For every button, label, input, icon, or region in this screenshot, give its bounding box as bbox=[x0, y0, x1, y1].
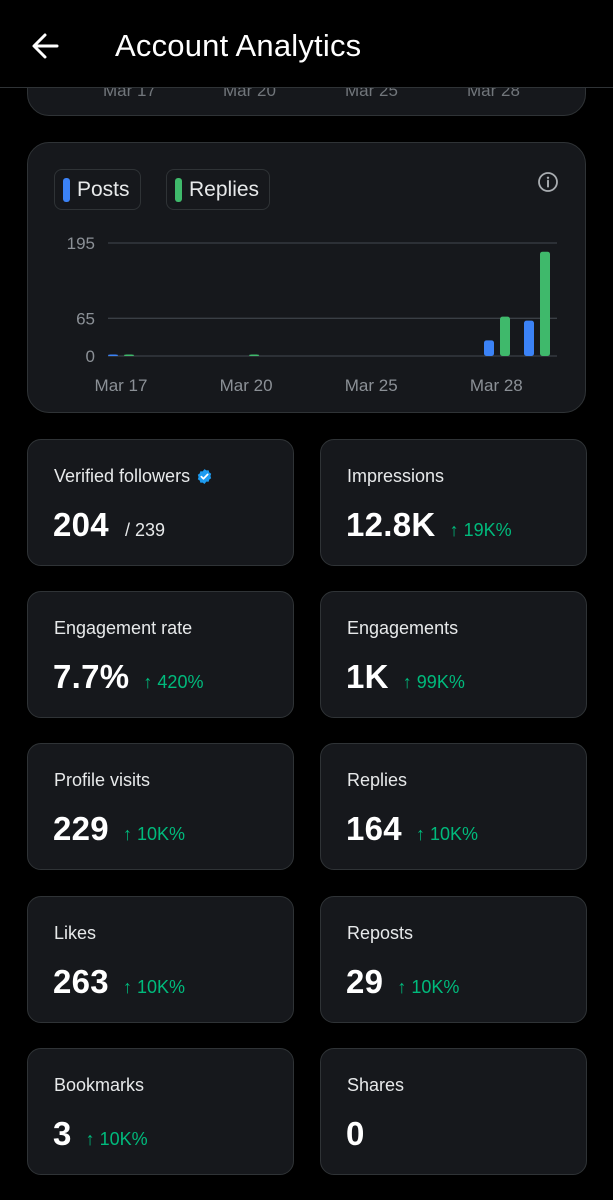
stat-card-shares[interactable]: Shares 0 bbox=[320, 1048, 587, 1175]
stat-card-replies[interactable]: Replies 164 ↑ 10K% bbox=[320, 743, 587, 870]
stat-change: ↑ 10K% bbox=[397, 977, 460, 997]
stat-value-row: 229 ↑ 10K% bbox=[53, 810, 185, 848]
posts-bar bbox=[524, 320, 534, 356]
stat-value-row: 204 / 239 bbox=[53, 506, 165, 544]
stat-value-row: 7.7% ↑ 420% bbox=[53, 658, 203, 696]
stat-value-row: 263 ↑ 10K% bbox=[53, 963, 185, 1001]
stat-label-text: Reposts bbox=[347, 923, 414, 943]
stat-value-row: 0 bbox=[346, 1115, 365, 1153]
replies-bar bbox=[249, 354, 260, 356]
stat-change: ↑ 10K% bbox=[122, 977, 186, 997]
stat-label: Engagements bbox=[347, 618, 458, 639]
legend-posts-label: Posts bbox=[77, 177, 130, 201]
arrow-left-icon bbox=[32, 33, 59, 59]
stat-card-likes[interactable]: Likes 263 ↑ 10K% bbox=[27, 896, 294, 1023]
back-button[interactable] bbox=[30, 30, 62, 62]
x-tick-label: Mar 25 bbox=[345, 376, 398, 395]
stat-card-verified-followers[interactable]: Verified followers 204 / 239 bbox=[27, 439, 294, 566]
info-icon[interactable] bbox=[537, 171, 559, 193]
x-tick-label: Mar 17 bbox=[95, 376, 148, 395]
stat-value: 12.8K bbox=[346, 506, 436, 543]
stat-value: 204 bbox=[53, 506, 109, 543]
x-tick-label: Mar 28 bbox=[470, 376, 523, 395]
stat-value-row: 29 ↑ 10K% bbox=[346, 963, 459, 1001]
bar-chart: 0 65 195 Mar 17 Mar 20 Mar 25 Mar 28 bbox=[67, 234, 557, 395]
y-tick-label: 0 bbox=[86, 347, 95, 366]
stat-label: Verified followers bbox=[54, 466, 213, 487]
stat-label-text: Shares bbox=[347, 1075, 405, 1095]
stat-label: Engagement rate bbox=[54, 618, 192, 639]
stat-label-text: Verified followers bbox=[54, 466, 191, 486]
replies-bar bbox=[500, 316, 510, 356]
replies-bar bbox=[540, 251, 550, 356]
stat-label-text: Replies bbox=[347, 770, 408, 790]
posts-bar bbox=[108, 354, 118, 356]
legend-replies-label: Replies bbox=[189, 177, 260, 201]
posts-bar bbox=[484, 340, 494, 356]
replies-bar bbox=[124, 354, 134, 356]
stat-label: Profile visits bbox=[54, 770, 150, 791]
stat-value: 3 bbox=[53, 1115, 72, 1152]
y-tick-label: 65 bbox=[76, 309, 95, 328]
stat-label-text: Engagement rate bbox=[54, 618, 193, 638]
stat-label: Shares bbox=[347, 1075, 404, 1096]
stat-card-impressions[interactable]: Impressions 12.8K ↑ 19K% bbox=[320, 439, 587, 566]
stat-label-text: Likes bbox=[54, 923, 97, 943]
stat-label: Replies bbox=[347, 770, 407, 791]
stat-value: 1K bbox=[346, 658, 389, 695]
stat-label: Impressions bbox=[347, 466, 444, 487]
legend-posts[interactable]: Posts bbox=[54, 169, 141, 210]
stat-card-engagements[interactable]: Engagements 1K ↑ 99K% bbox=[320, 591, 587, 718]
stat-value: 263 bbox=[53, 963, 109, 1000]
page-title: Account Analytics bbox=[115, 28, 362, 63]
stat-value-row: 164 ↑ 10K% bbox=[346, 810, 478, 848]
stat-label: Likes bbox=[54, 923, 96, 944]
posts-replies-chart-card: Posts Replies 0 65 195 Mar 17 Mar 20 Mar 25 Ma… bbox=[27, 142, 586, 413]
stat-change: ↑ 10K% bbox=[122, 824, 186, 844]
stat-change: ↑ 99K% bbox=[402, 672, 465, 692]
app-header: Account Analytics bbox=[0, 0, 613, 88]
stat-change: ↑ 19K% bbox=[449, 520, 512, 540]
stat-label-text: Impressions bbox=[347, 466, 445, 486]
stat-label: Bookmarks bbox=[54, 1075, 144, 1096]
stat-value: 229 bbox=[53, 810, 109, 847]
stat-card-engagement-rate[interactable]: Engagement rate 7.7% ↑ 420% bbox=[27, 591, 294, 718]
stat-change: ↑ 420% bbox=[143, 672, 204, 692]
posts-swatch bbox=[63, 177, 70, 202]
stat-value: 0 bbox=[346, 1115, 365, 1152]
stat-change: ↑ 10K% bbox=[415, 824, 479, 844]
stat-label-text: Engagements bbox=[347, 618, 459, 638]
y-tick-label: 195 bbox=[67, 234, 95, 253]
stat-card-reposts[interactable]: Reposts 29 ↑ 10K% bbox=[320, 896, 587, 1023]
stat-card-profile-visits[interactable]: Profile visits 229 ↑ 10K% bbox=[27, 743, 294, 870]
stat-value-row: 1K ↑ 99K% bbox=[346, 658, 465, 696]
legend-replies[interactable]: Replies bbox=[166, 169, 271, 210]
stat-label-text: Profile visits bbox=[54, 770, 151, 790]
stat-value-row: 3 ↑ 10K% bbox=[53, 1115, 148, 1153]
verified-badge-icon bbox=[197, 469, 212, 484]
stat-value: 7.7% bbox=[53, 658, 130, 695]
stat-value: 164 bbox=[346, 810, 402, 847]
stat-label-text: Bookmarks bbox=[54, 1075, 145, 1095]
stat-label: Reposts bbox=[347, 923, 413, 944]
replies-swatch bbox=[175, 177, 182, 202]
stat-card-bookmarks[interactable]: Bookmarks 3 ↑ 10K% bbox=[27, 1048, 294, 1175]
stat-value: 29 bbox=[346, 963, 384, 1000]
stat-value-row: 12.8K ↑ 19K% bbox=[346, 506, 512, 544]
stat-total: / 239 bbox=[124, 520, 166, 540]
x-tick-label: Mar 20 bbox=[220, 376, 273, 395]
stat-change: ↑ 10K% bbox=[85, 1129, 148, 1149]
